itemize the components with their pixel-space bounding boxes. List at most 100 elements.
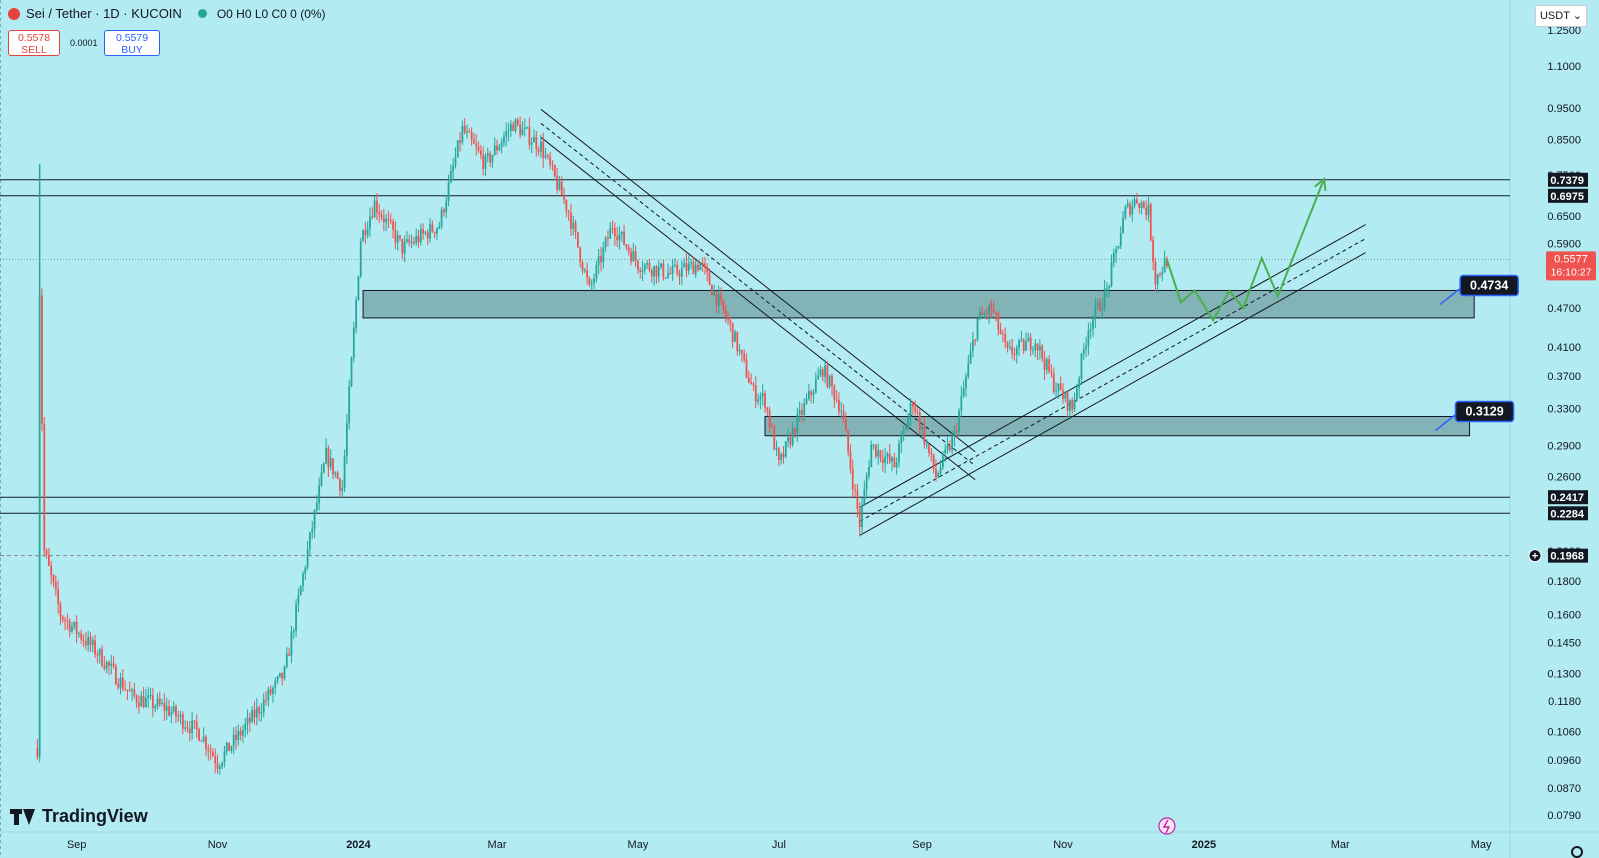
candle-body — [258, 707, 261, 714]
candle — [546, 153, 549, 160]
candle — [341, 480, 344, 499]
candle-body — [105, 661, 108, 669]
candle-body — [965, 376, 967, 389]
candle — [1085, 336, 1087, 358]
candle — [43, 416, 46, 557]
candle-body — [396, 235, 399, 243]
chevron-down-icon: ⌄ — [1572, 10, 1583, 22]
buy-label: BUY — [121, 44, 143, 56]
settings-icon[interactable] — [1571, 846, 1583, 858]
candle-body — [997, 313, 1000, 330]
candle-body — [119, 677, 122, 688]
candle — [787, 428, 790, 448]
candle — [743, 349, 746, 364]
candle-body — [188, 728, 191, 734]
candle-body — [558, 181, 561, 190]
symbol-title[interactable]: Sei / Tether · 1D · KUCOIN — [26, 6, 182, 21]
candle — [500, 138, 503, 154]
candle-body — [345, 423, 348, 457]
candle — [1008, 339, 1011, 351]
candle — [842, 404, 845, 423]
currency-select[interactable]: USDT ⌄ — [1535, 5, 1587, 27]
candle — [68, 617, 71, 638]
candle — [1108, 284, 1111, 298]
candle-body — [625, 244, 628, 248]
candle-body — [313, 510, 316, 529]
candle — [198, 727, 200, 742]
candle-body — [64, 619, 66, 621]
candle — [343, 449, 346, 493]
candle-body — [650, 270, 653, 277]
candle-body — [269, 689, 272, 694]
candle-body — [932, 454, 935, 469]
candle — [322, 462, 325, 474]
candle — [359, 237, 362, 279]
candle-body — [223, 751, 226, 763]
candle — [687, 255, 690, 275]
candle-body — [1069, 400, 1071, 411]
candle — [854, 484, 856, 497]
candle — [309, 531, 311, 556]
candle — [380, 210, 383, 221]
candle — [366, 221, 369, 239]
candle — [858, 502, 861, 537]
candle-body — [329, 458, 332, 468]
level-tag-bg-0.7379 — [1548, 172, 1588, 187]
candle-body — [207, 748, 210, 751]
candle-body — [362, 230, 364, 242]
candle-body — [1103, 288, 1106, 309]
crosshair-tag-bg — [1548, 548, 1588, 563]
candle — [710, 284, 713, 296]
price-tick-0.1060: 0.1060 — [1547, 727, 1581, 739]
candle — [168, 699, 170, 717]
candle-body — [780, 453, 783, 461]
candle — [66, 613, 69, 630]
candle — [36, 739, 39, 760]
last-price-tag-bg — [1546, 251, 1596, 281]
candle-body — [657, 267, 660, 277]
candle-body — [745, 359, 748, 378]
candle — [1152, 235, 1154, 271]
candle — [232, 727, 235, 755]
candle — [463, 118, 466, 135]
candle — [1036, 343, 1039, 360]
candle — [260, 703, 263, 722]
candle — [276, 675, 279, 684]
candle-body — [874, 444, 877, 457]
candle — [715, 290, 718, 314]
buy-button[interactable]: 0.5579 BUY — [104, 30, 160, 56]
candle-body — [960, 395, 963, 411]
candle-body — [438, 226, 441, 229]
candle-body — [1055, 391, 1057, 393]
candle-body — [112, 663, 115, 667]
candle-body — [1064, 392, 1067, 400]
sell-button[interactable]: 0.5578 SELL — [8, 30, 60, 56]
candle-body — [817, 375, 820, 380]
candle-body — [221, 762, 224, 767]
candle-body — [387, 218, 390, 221]
candle-body — [833, 386, 836, 400]
candle — [708, 268, 711, 286]
candle — [699, 261, 702, 271]
candle-body — [82, 639, 85, 642]
candle-body — [572, 222, 575, 229]
candle-body — [479, 150, 482, 155]
candle-body — [1080, 353, 1083, 379]
candle — [357, 275, 360, 301]
candle-body — [41, 295, 43, 424]
candle — [1011, 338, 1014, 360]
time-tick-May-10: May — [1471, 839, 1492, 851]
candle — [972, 331, 974, 358]
candle-body — [482, 154, 485, 169]
candle — [865, 472, 868, 499]
candle — [78, 631, 80, 638]
candle-body — [844, 419, 847, 431]
candle-body — [114, 666, 117, 685]
candle-body — [378, 212, 381, 215]
candle-body — [1101, 308, 1104, 311]
candle-body — [1161, 272, 1164, 275]
candle — [473, 132, 475, 145]
candle — [722, 299, 725, 314]
candle-body — [145, 697, 147, 708]
